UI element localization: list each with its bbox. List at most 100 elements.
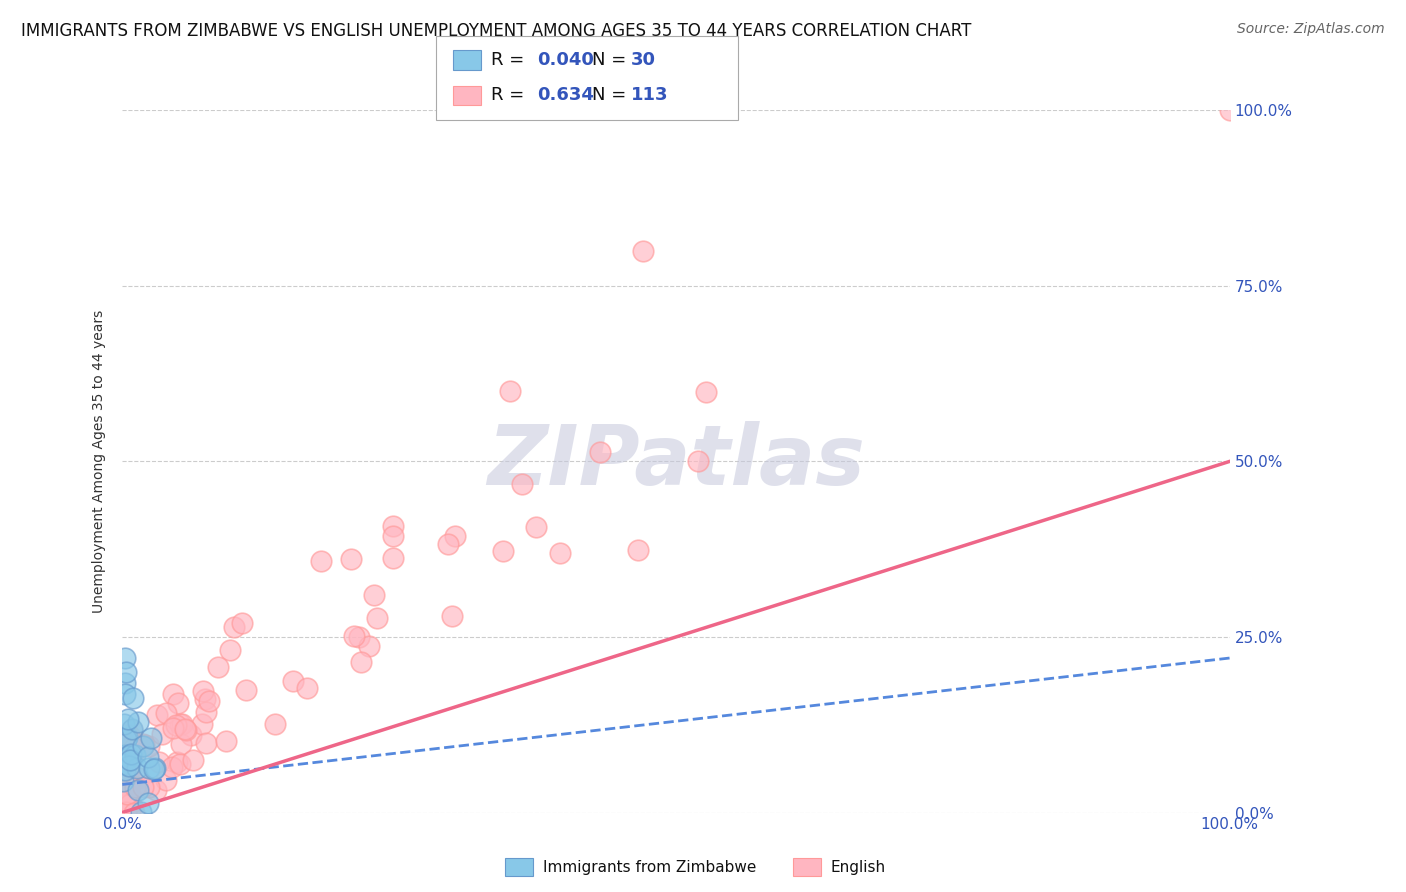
Point [194,705,217,719]
Point [440,609,463,624]
Point [118,752,141,766]
Point [115,797,138,812]
Point [626,543,648,558]
Point [118,728,141,742]
Point [548,546,571,560]
Point [349,630,371,644]
Point [197,694,219,708]
Point [115,728,138,742]
Point [162,687,184,701]
Text: 113: 113 [631,87,669,104]
Point [111,783,134,797]
Point [117,787,139,801]
Point [143,761,166,775]
Point [121,747,143,762]
Point [117,767,139,781]
Point [121,723,143,737]
Point [121,798,143,813]
Point [111,768,134,782]
Point [138,739,160,753]
Point [121,690,143,705]
Point [436,537,458,551]
Point [114,731,136,745]
Point [146,707,169,722]
Point [631,244,654,258]
Point [194,737,217,751]
Point [231,615,253,630]
Point [1219,103,1241,118]
Point [222,620,245,634]
Text: 0.634: 0.634 [537,87,593,104]
Point [124,748,146,763]
Point [492,544,515,558]
Point [112,736,135,750]
Point [207,660,229,674]
Point [170,716,193,731]
Point [111,799,134,814]
Point [138,761,160,775]
Point [132,780,155,794]
Text: Immigrants from Zimbabwe: Immigrants from Zimbabwe [543,860,756,874]
Point [170,737,193,751]
Point [115,747,138,761]
Point [165,718,187,732]
Point [510,476,533,491]
Point [114,676,136,690]
Point [366,611,388,625]
Point [114,665,136,679]
Point [111,757,134,772]
Point [114,651,136,665]
Point [134,738,156,752]
Point [114,794,136,808]
Point [136,750,159,764]
Text: 30: 30 [631,51,657,69]
Text: N =: N = [592,51,631,69]
Point [169,717,191,731]
Point [122,774,145,789]
Point [124,780,146,795]
Point [114,763,136,777]
Point [111,773,134,788]
Point [112,801,135,815]
Text: ZIPatlas: ZIPatlas [486,421,865,502]
Y-axis label: Unemployment Among Ages 35 to 44 years: Unemployment Among Ages 35 to 44 years [93,310,107,613]
Point [169,757,191,772]
Text: 0.040: 0.040 [537,51,593,69]
Point [588,445,610,459]
Point [115,731,138,746]
Point [174,723,197,737]
Point [174,722,197,736]
Point [112,770,135,784]
Point [150,727,173,741]
Point [120,747,142,762]
Point [120,744,142,758]
Point [162,721,184,735]
Point [160,759,183,773]
Point [121,747,143,762]
Point [363,588,385,602]
Point [127,782,149,797]
Point [155,706,177,721]
Point [120,776,142,790]
Point [524,520,547,534]
Point [115,805,138,819]
Point [115,759,138,773]
Point [118,797,141,811]
Point [114,803,136,817]
Point [114,687,136,701]
Point [114,804,136,818]
Point [132,737,155,751]
Point [121,723,143,738]
Point [136,796,159,810]
Point [120,753,142,767]
Point [114,740,136,755]
Point [132,739,155,753]
Point [311,553,333,567]
Point [191,684,214,698]
Point [340,551,363,566]
Point [114,747,136,762]
Text: R =: R = [491,87,530,104]
Text: IMMIGRANTS FROM ZIMBABWE VS ENGLISH UNEMPLOYMENT AMONG AGES 35 TO 44 YEARS CORRE: IMMIGRANTS FROM ZIMBABWE VS ENGLISH UNEM… [21,22,972,40]
Point [145,783,167,797]
Point [120,789,142,803]
